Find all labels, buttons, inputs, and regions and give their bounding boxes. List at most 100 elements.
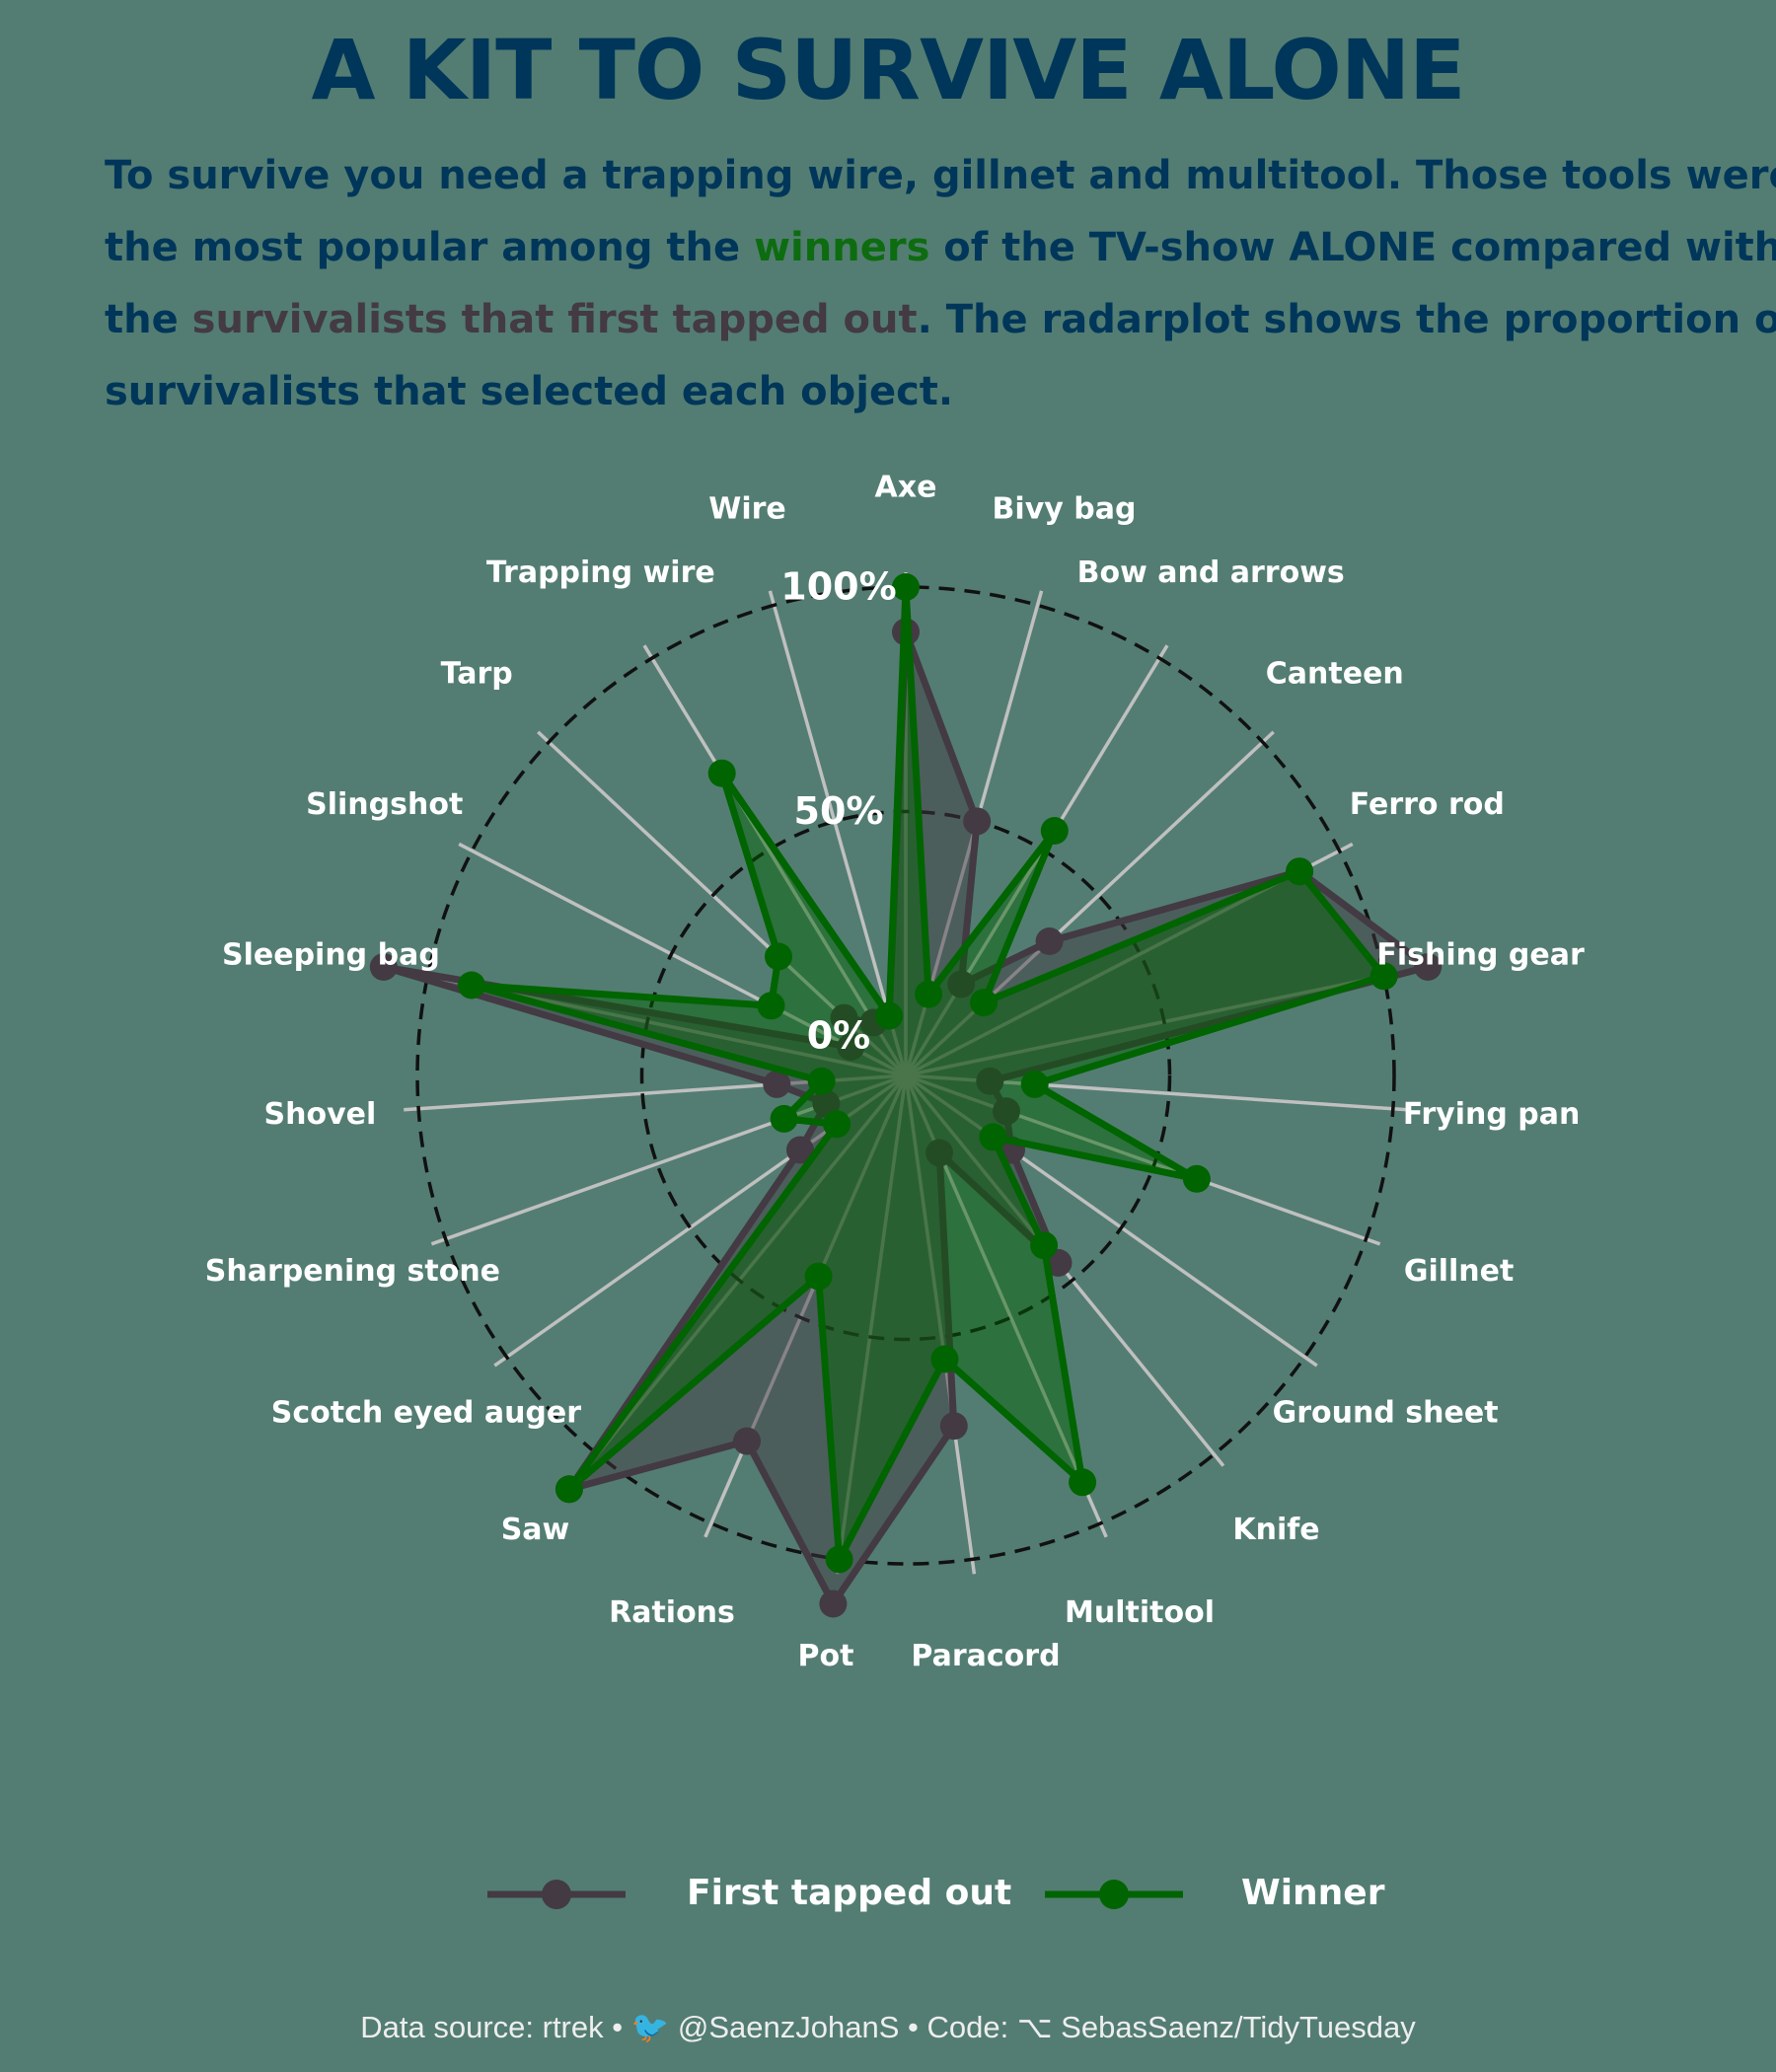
category-label-saw: Saw [501, 1513, 570, 1547]
point-winner-tarp [765, 942, 792, 971]
subtitle-text: of the TV-show ALONE compared with [929, 225, 1776, 270]
subtitle-line-3: the survivalists that first tapped out. … [105, 284, 1776, 356]
category-label-sharpening-stone: Sharpening stone [205, 1254, 500, 1289]
legend: First tapped out Winner [0, 1865, 1776, 1924]
category-label-scotch-eyed-auger: Scotch eyed auger [271, 1396, 582, 1431]
category-label-sleeping-bag: Sleeping bag [222, 937, 440, 972]
chart-title: A KIT TO SURVIVE ALONE [311, 22, 1465, 118]
subtitle-text: . The radarplot shows the proportion of [917, 297, 1776, 342]
point-first-tapped-out-rations [733, 1427, 761, 1455]
grid-ring-100 [415, 585, 1396, 1566]
point-winner-paracord [930, 1345, 959, 1373]
category-label-slingshot: Slingshot [306, 787, 463, 822]
spoke-saw [586, 1073, 908, 1467]
subtitle-line-4: survivalists that selected each object. [105, 369, 954, 414]
point-first-tapped-out-shovel [763, 1070, 791, 1098]
subtitle-winners-highlight: winners [754, 225, 930, 270]
point-first-tapped-out-gillnet [993, 1097, 1020, 1126]
radar-spokes [404, 572, 1408, 1575]
point-winner-ground-sheet [979, 1123, 1007, 1151]
category-label-trapping-wire: Trapping wire [486, 555, 715, 590]
point-winner-canteen [970, 989, 999, 1017]
subtitle-line-1: To survive you need a trapping wire, gil… [105, 153, 1776, 198]
category-label-shovel: Shovel [264, 1097, 377, 1132]
point-winner-slingshot [757, 992, 785, 1020]
point-winner-fishing-gear [1369, 962, 1398, 991]
spoke-pot [835, 1074, 908, 1575]
point-first-tapped-out-scotch-eyed-auger [786, 1136, 814, 1164]
spoke-gillnet [905, 1073, 1381, 1246]
point-first-tapped-out-sleeping-bag [369, 953, 398, 981]
point-winner-shovel [807, 1067, 836, 1095]
radar-rings [415, 585, 1396, 1566]
category-label-ground-sheet: Ground sheet [1273, 1396, 1499, 1431]
spoke-ground-sheet [904, 1073, 1318, 1368]
point-first-tapped-out-paracord [939, 1412, 968, 1441]
category-label-bivy-bag: Bivy bag [993, 492, 1137, 527]
legend-key-first-tapped-out [487, 1880, 626, 1909]
spoke-trapping-wire [642, 644, 908, 1076]
point-first-tapped-out-bow-and-arrows [947, 970, 976, 999]
radar-category-labels: Axe Bivy bag Bow and arrows Canteen Ferro ro… [205, 471, 1585, 1674]
point-first-tapped-out-slingshot [837, 1033, 865, 1062]
spoke-fishing-gear [905, 971, 1399, 1077]
spoke-paracord [904, 1074, 977, 1575]
point-winner-ferro-rod [1286, 857, 1314, 886]
radial-tick-label: 50% [794, 789, 884, 833]
category-label-axe: Axe [875, 471, 937, 505]
category-label-gillnet: Gillnet [1404, 1254, 1515, 1289]
chart-subtitle: To survive you need a trapping wire, gil… [105, 140, 1776, 428]
legend-item-first-tapped-out[interactable]: First tapped out [483, 1865, 1011, 1924]
radar-series [369, 573, 1443, 1618]
subtitle-text: the most popular among the [105, 225, 755, 270]
subtitle-line-2: the most popular among the winners of th… [105, 212, 1776, 284]
point-first-tapped-out-tarp [830, 1003, 858, 1032]
point-winner-rations [804, 1262, 833, 1291]
point-winner-trapping-wire [707, 759, 736, 787]
legend-label-first-tapped-out: First tapped out [687, 1873, 1012, 1913]
radial-tick-label: 100% [780, 565, 896, 609]
category-label-wire: Wire [708, 492, 786, 527]
point-first-tapped-out-bivy-bag [963, 807, 992, 836]
point-winner-wire [875, 1001, 904, 1030]
spoke-rations [703, 1074, 908, 1538]
point-winner-frying-pan [1020, 1070, 1049, 1098]
legend-item-winner[interactable]: Winner [1041, 1865, 1436, 1924]
point-winner-sharpening-stone [770, 1104, 798, 1133]
radar-chart: 0% 50% 100% Axe Bivy bag Bow and arrows Cante… [205, 471, 1585, 1674]
point-winner-gillnet [1182, 1164, 1211, 1193]
point-winner-bow-and-arrows [1040, 817, 1069, 845]
category-label-tarp: Tarp [441, 656, 513, 691]
point-winner-multitool [1069, 1468, 1097, 1497]
legend-key-winner [1045, 1880, 1183, 1909]
legend-label-winner: Winner [1241, 1873, 1385, 1913]
point-winner-sleeping-bag [457, 971, 485, 999]
subtitle-text: the [105, 297, 192, 342]
point-winner-saw [555, 1475, 583, 1504]
point-winner-pot [825, 1545, 853, 1574]
category-label-rations: Rations [609, 1595, 735, 1630]
point-winner-knife [1030, 1231, 1059, 1260]
point-first-tapped-out-multitool [925, 1139, 954, 1167]
category-label-ferro-rod: Ferro rod [1350, 787, 1505, 822]
radial-tick-label: 0% [807, 1014, 871, 1058]
category-label-multitool: Multitool [1065, 1595, 1215, 1630]
spoke-canteen [904, 730, 1275, 1077]
caption: Data source: rtrek • 🐦 @SaenzJohanS • Co… [360, 2010, 1416, 2044]
spoke-slingshot [458, 842, 907, 1077]
grid-ring-50 [639, 809, 1172, 1342]
point-first-tapped-out-fishing-gear [1414, 953, 1443, 981]
point-winner-bivy-bag [915, 980, 943, 1008]
spoke-wire [768, 590, 908, 1076]
category-label-paracord: Paracord [911, 1639, 1060, 1673]
category-label-bow-and-arrows: Bow and arrows [1077, 555, 1345, 590]
point-first-tapped-out-sharpening-stone [812, 1089, 841, 1118]
category-label-canteen: Canteen [1266, 656, 1404, 691]
category-label-frying-pan: Frying pan [1403, 1097, 1581, 1132]
point-first-tapped-out-canteen [1035, 927, 1064, 955]
category-label-fishing-gear: Fishing gear [1376, 937, 1585, 972]
radar-tick-labels: 0% 50% 100% [780, 565, 896, 1058]
point-first-tapped-out-frying-pan [976, 1067, 1004, 1095]
category-label-knife: Knife [1232, 1513, 1319, 1547]
point-first-tapped-out-pot [819, 1590, 848, 1618]
